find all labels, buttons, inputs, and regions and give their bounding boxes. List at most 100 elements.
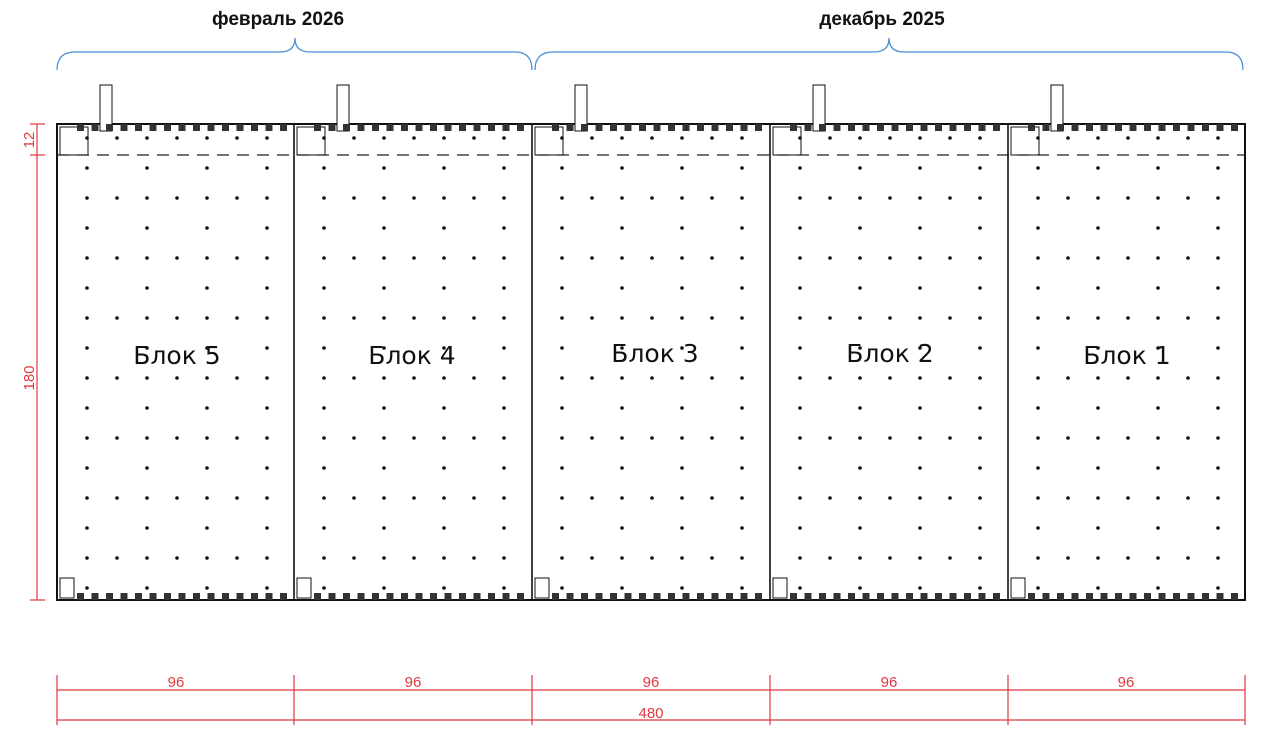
dock-door [624,593,632,600]
column-dot [502,166,506,170]
column-dot [710,316,714,320]
column-dot [115,496,119,500]
column-dot [265,286,269,290]
column-dot [502,466,506,470]
column-dot [798,376,802,380]
column-dot [382,226,386,230]
column-dot [620,406,624,410]
column-dot [205,556,209,560]
dock-door [135,593,142,600]
column-dot [442,466,446,470]
column-dot [265,166,269,170]
column-dot [650,556,654,560]
column-dot [1156,226,1160,230]
column-dot [412,556,416,560]
column-dot [798,316,802,320]
column-dot [175,556,179,560]
column-dot [888,376,892,380]
column-dot [918,346,922,350]
column-dot [590,316,594,320]
dock-door [877,124,884,131]
column-dot [1186,196,1190,200]
column-dot [1216,226,1220,230]
dock-door [668,124,675,131]
column-dot [205,346,209,350]
dock-door [415,593,423,600]
column-dot [115,436,119,440]
column-dot [175,496,179,500]
column-dot [472,556,476,560]
column-dot [680,376,684,380]
column-dot [472,196,476,200]
column-dot [265,226,269,230]
column-dot [412,196,416,200]
column-dot [265,556,269,560]
column-dot [442,346,446,350]
dock-door [328,124,336,131]
column-dot [85,226,89,230]
dock-door [1173,593,1180,600]
column-dot [175,376,179,380]
column-dot [205,256,209,260]
column-dot [1216,376,1220,380]
block-5-label: Блок 5 [133,341,220,370]
column-dot [235,196,239,200]
column-dot [1156,286,1160,290]
column-dot [442,196,446,200]
column-dot [1156,436,1160,440]
stair-core [772,577,788,599]
block-3-label: Блок 3 [611,339,698,368]
column-dot [382,376,386,380]
dock-door [193,124,200,131]
dock-door [343,124,350,131]
dock-door [978,593,986,600]
column-dot [1096,226,1100,230]
column-dot [145,136,149,140]
column-dot [1126,376,1130,380]
column-dot [412,496,416,500]
column-dot [620,256,624,260]
column-dot [442,436,446,440]
dock-door [726,593,733,600]
column-dot [858,316,862,320]
column-dot [1036,196,1040,200]
column-dot [322,496,326,500]
column-dot [740,376,744,380]
dock-door [77,124,84,131]
column-dot [1066,376,1070,380]
dock-door [459,593,466,600]
dock-door [978,124,986,131]
column-dot [978,196,982,200]
dock-door [790,593,797,600]
dock-door [488,593,495,600]
dock-door [444,124,452,131]
column-dot [620,136,624,140]
dock-door [473,593,481,600]
column-dot [978,466,982,470]
column-dot [888,196,892,200]
dock-door [1216,124,1224,131]
column-dot [115,196,119,200]
column-dot [1156,406,1160,410]
column-dot [560,526,564,530]
dock-door [755,593,762,600]
column-dot [1156,376,1160,380]
column-dot [590,376,594,380]
column-dot [502,316,506,320]
column-dot [680,526,684,530]
column-dot [145,166,149,170]
dock-door [711,124,719,131]
column-dot [888,496,892,500]
dock-door [502,593,510,600]
column-dot [235,556,239,560]
dock-door [207,124,215,131]
column-dot [798,226,802,230]
stair-core [1010,577,1026,599]
column-dot [1126,556,1130,560]
stair-core [59,126,89,156]
dimension-block-1: 96 [1118,674,1135,691]
dock-door [459,124,466,131]
column-dot [918,256,922,260]
dock-door [149,124,157,131]
column-dot [948,196,952,200]
